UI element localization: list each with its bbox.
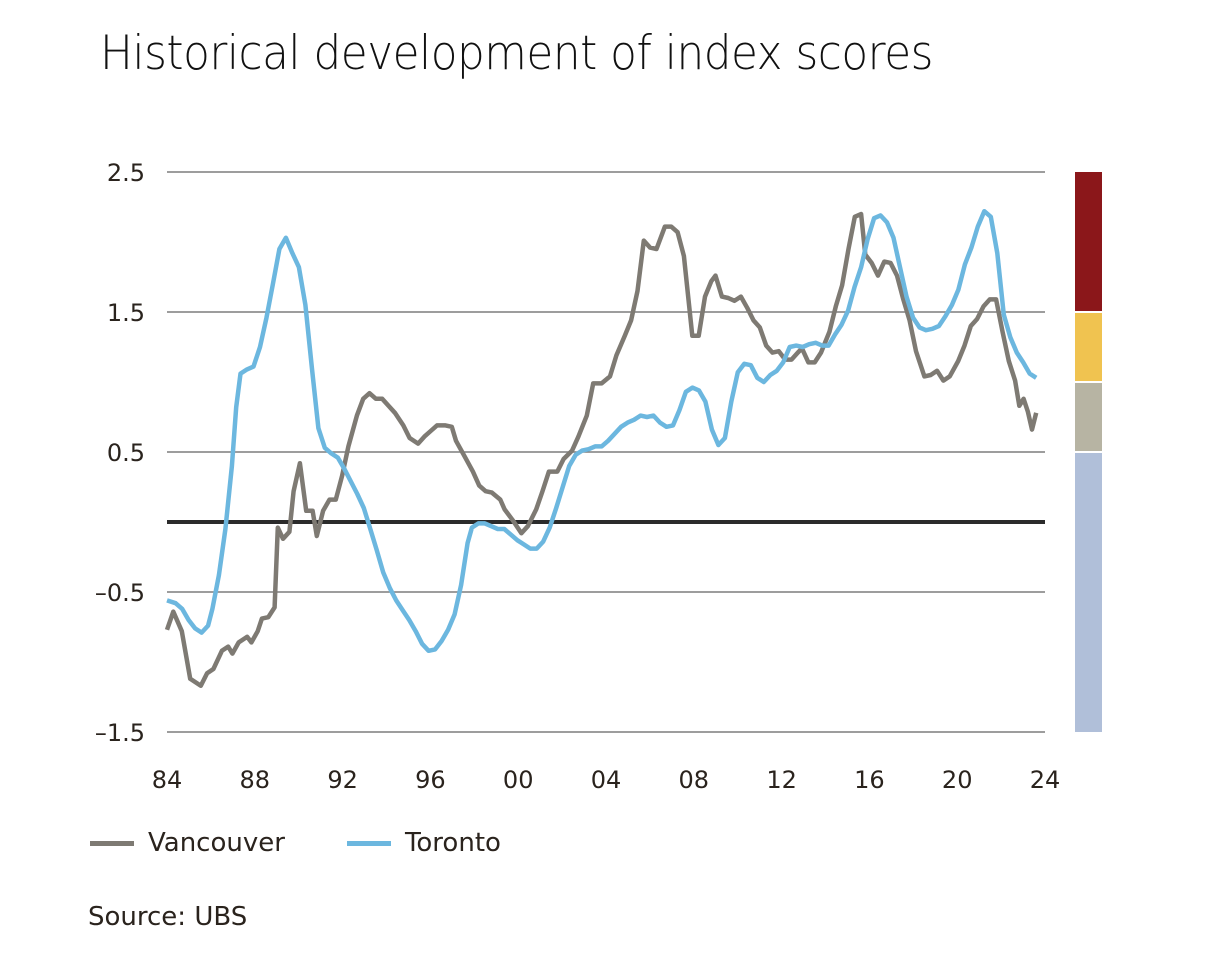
y-tick-label: –1.5 (95, 719, 145, 747)
x-tick-label: 92 (327, 766, 358, 794)
legend-label-vancouver: Vancouver (148, 828, 285, 858)
x-tick-label: 12 (766, 766, 797, 794)
source-note: Source: UBS (88, 902, 248, 932)
chart-title: Historical development of index scores (100, 26, 933, 81)
x-tick-label: 20 (942, 766, 973, 794)
legend-swatch-vancouver (90, 840, 134, 846)
x-tick-label: 84 (152, 766, 183, 794)
legend-label-toronto: Toronto (404, 828, 501, 858)
risk-band-3 (1075, 453, 1102, 732)
x-tick-label: 24 (1030, 766, 1061, 794)
legend-item-toronto: Toronto (346, 828, 501, 858)
x-tick-label: 08 (679, 766, 710, 794)
legend: Vancouver Toronto (90, 828, 563, 858)
series-lines (164, 208, 1039, 689)
gridlines (167, 171, 1045, 733)
legend-item-vancouver: Vancouver (90, 828, 285, 858)
y-tick-label: 2.5 (107, 159, 145, 187)
risk-band-1 (1075, 313, 1102, 381)
y-tick-label: 1.5 (107, 299, 145, 327)
series-line-vancouver (164, 211, 1039, 689)
x-tick-label: 88 (240, 766, 271, 794)
risk-band-2 (1075, 383, 1102, 451)
risk-band-0 (1075, 172, 1102, 311)
x-tick-label: 04 (591, 766, 622, 794)
y-tick-label: 0.5 (107, 439, 145, 467)
line-chart: 2.5 1.5 0.5 –0.5 –1.5 84 88 92 96 00 04 08 12 16 20 24 (95, 159, 1102, 794)
legend-swatch-toronto (346, 840, 391, 846)
series-line-toronto (166, 208, 1038, 654)
risk-band-bar (1075, 172, 1102, 732)
y-tick-label: –0.5 (95, 579, 145, 607)
y-axis-ticks: 2.5 1.5 0.5 –0.5 –1.5 (95, 159, 145, 747)
x-tick-label: 00 (503, 766, 534, 794)
x-axis-ticks: 84 88 92 96 00 04 08 12 16 20 24 (152, 766, 1061, 794)
x-tick-label: 16 (854, 766, 885, 794)
x-tick-label: 96 (415, 766, 446, 794)
